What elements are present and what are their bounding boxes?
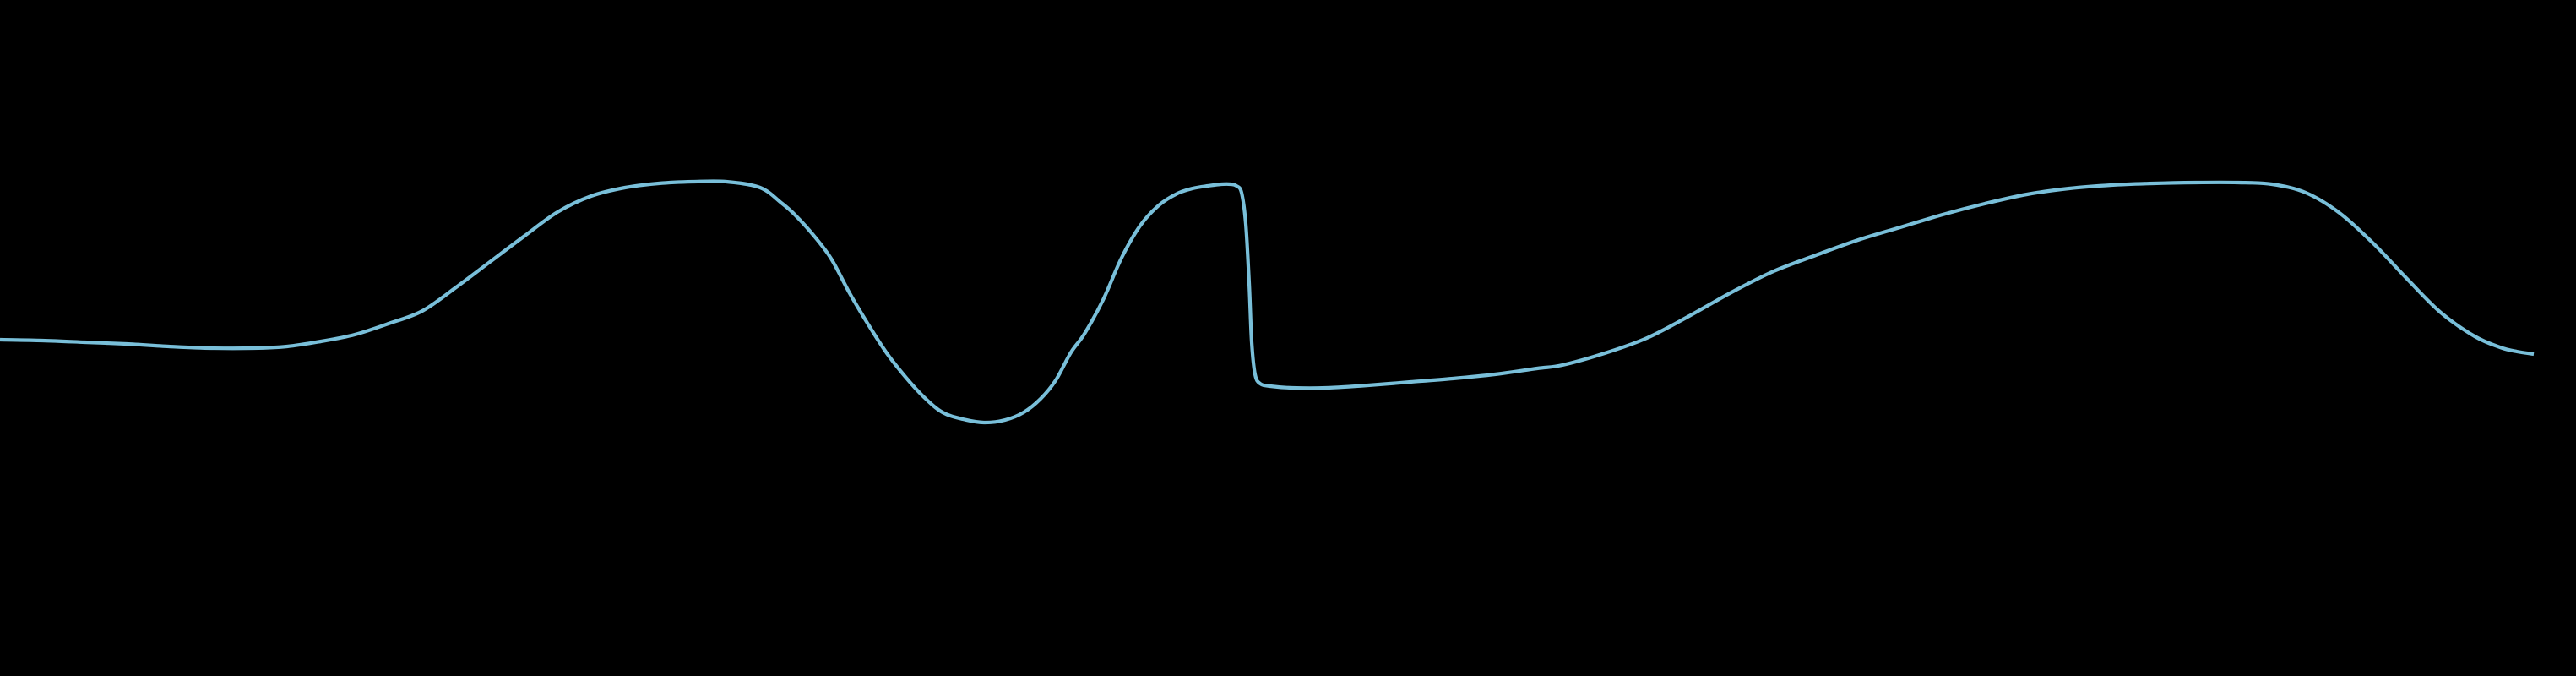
signal-line bbox=[0, 179, 2535, 425]
